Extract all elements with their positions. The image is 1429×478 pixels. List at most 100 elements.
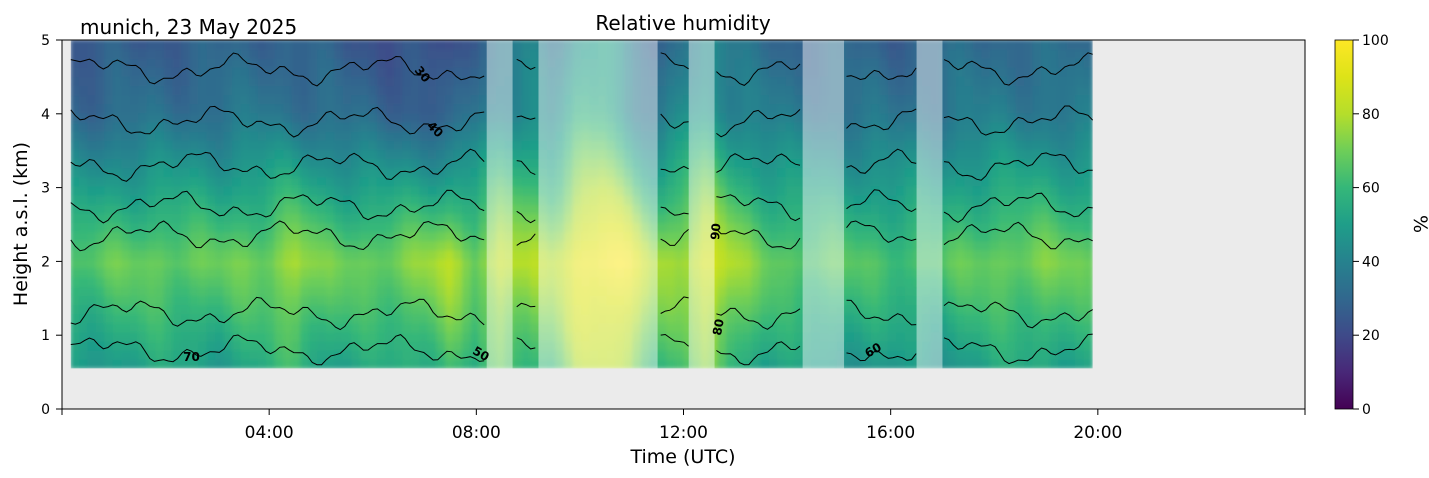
field-cell <box>640 322 651 333</box>
field-cell <box>640 158 651 169</box>
field-cell <box>112 85 123 96</box>
field-cell <box>547 349 557 360</box>
field-cell <box>444 48 455 59</box>
field-cell <box>760 249 770 260</box>
field-cell <box>453 48 464 59</box>
field-cell <box>146 231 157 242</box>
field-cell <box>691 85 702 96</box>
field-cell <box>334 322 344 333</box>
field-cell <box>708 103 719 114</box>
field-cell <box>95 304 106 315</box>
field-cell <box>606 267 617 278</box>
field-cell <box>743 185 753 196</box>
field-cell <box>734 304 745 315</box>
field-cell <box>589 148 600 160</box>
field-cell <box>393 258 404 269</box>
field-cell <box>232 331 242 342</box>
field-cell <box>163 40 174 50</box>
field-cell <box>129 322 140 333</box>
field-cell <box>896 313 906 324</box>
field-cell <box>896 258 906 269</box>
field-cell <box>572 349 583 360</box>
field-cell <box>410 349 421 360</box>
field-cell <box>632 176 642 187</box>
field-cell <box>955 48 966 59</box>
field-cell <box>479 349 489 360</box>
field-cell <box>981 313 991 324</box>
field-cell <box>334 167 344 178</box>
field-cell <box>819 94 830 105</box>
field-cell <box>691 285 702 296</box>
field-cell <box>845 66 855 77</box>
field-cell <box>1024 240 1034 251</box>
field-cell <box>708 349 719 360</box>
field-cell <box>819 139 830 150</box>
field-cell <box>427 267 438 278</box>
field-cell <box>504 258 515 269</box>
field-cell <box>274 331 285 342</box>
field-cell <box>683 139 693 150</box>
field-cell <box>768 276 779 287</box>
field-cell <box>683 176 693 187</box>
field-cell <box>138 331 148 342</box>
field-cell <box>78 57 89 68</box>
field-cell <box>121 231 131 242</box>
field-cell <box>240 313 251 324</box>
colorbar-tick-label: 60 <box>1362 181 1380 197</box>
field-cell <box>163 258 174 269</box>
field-cell <box>359 103 370 114</box>
field-cell <box>410 322 421 333</box>
field-cell <box>785 121 796 132</box>
field-cell <box>95 167 106 178</box>
field-cell <box>325 148 336 160</box>
field-cell <box>836 112 847 123</box>
field-cell <box>521 249 532 260</box>
field-cell <box>163 75 174 87</box>
field-cell <box>743 304 753 315</box>
field-cell <box>419 94 429 105</box>
field-cell <box>402 185 412 196</box>
field-cell <box>972 112 983 123</box>
field-cell <box>581 212 591 223</box>
field-cell <box>904 75 915 87</box>
field-cell <box>189 121 200 132</box>
field-cell <box>291 57 302 68</box>
field-cell <box>1041 103 1051 114</box>
field-cell <box>887 185 898 196</box>
field-cell <box>1015 267 1026 278</box>
field-cell <box>334 294 344 306</box>
field-cell <box>410 103 421 114</box>
field-cell <box>325 212 336 223</box>
field-cell <box>189 94 200 105</box>
field-cell <box>887 267 898 278</box>
field-cell <box>359 185 370 196</box>
field-cell <box>938 139 949 150</box>
field-cell <box>513 294 523 306</box>
field-cell <box>853 75 864 87</box>
field-cell <box>964 276 974 287</box>
field-cell <box>589 322 600 333</box>
field-cell <box>359 57 370 68</box>
field-cell <box>1058 331 1068 342</box>
field-cell <box>606 121 617 132</box>
field-cell <box>232 121 242 132</box>
field-cell <box>436 231 446 242</box>
field-cell <box>1049 112 1060 123</box>
field-cell <box>300 194 310 205</box>
field-cell <box>819 331 830 342</box>
field-cell <box>479 249 489 260</box>
field-cell <box>215 276 225 287</box>
field-cell <box>419 212 429 223</box>
field-cell <box>708 194 719 205</box>
field-cell <box>1015 139 1026 150</box>
field-cell <box>223 231 234 242</box>
field-cell <box>530 231 540 242</box>
field-cell <box>853 203 864 214</box>
field-cell <box>240 185 251 196</box>
field-cell <box>266 258 276 269</box>
field-cell <box>581 203 591 214</box>
field-cell <box>998 349 1009 360</box>
field-cell <box>598 158 608 169</box>
field-cell <box>368 240 378 251</box>
field-cell <box>1049 340 1060 351</box>
